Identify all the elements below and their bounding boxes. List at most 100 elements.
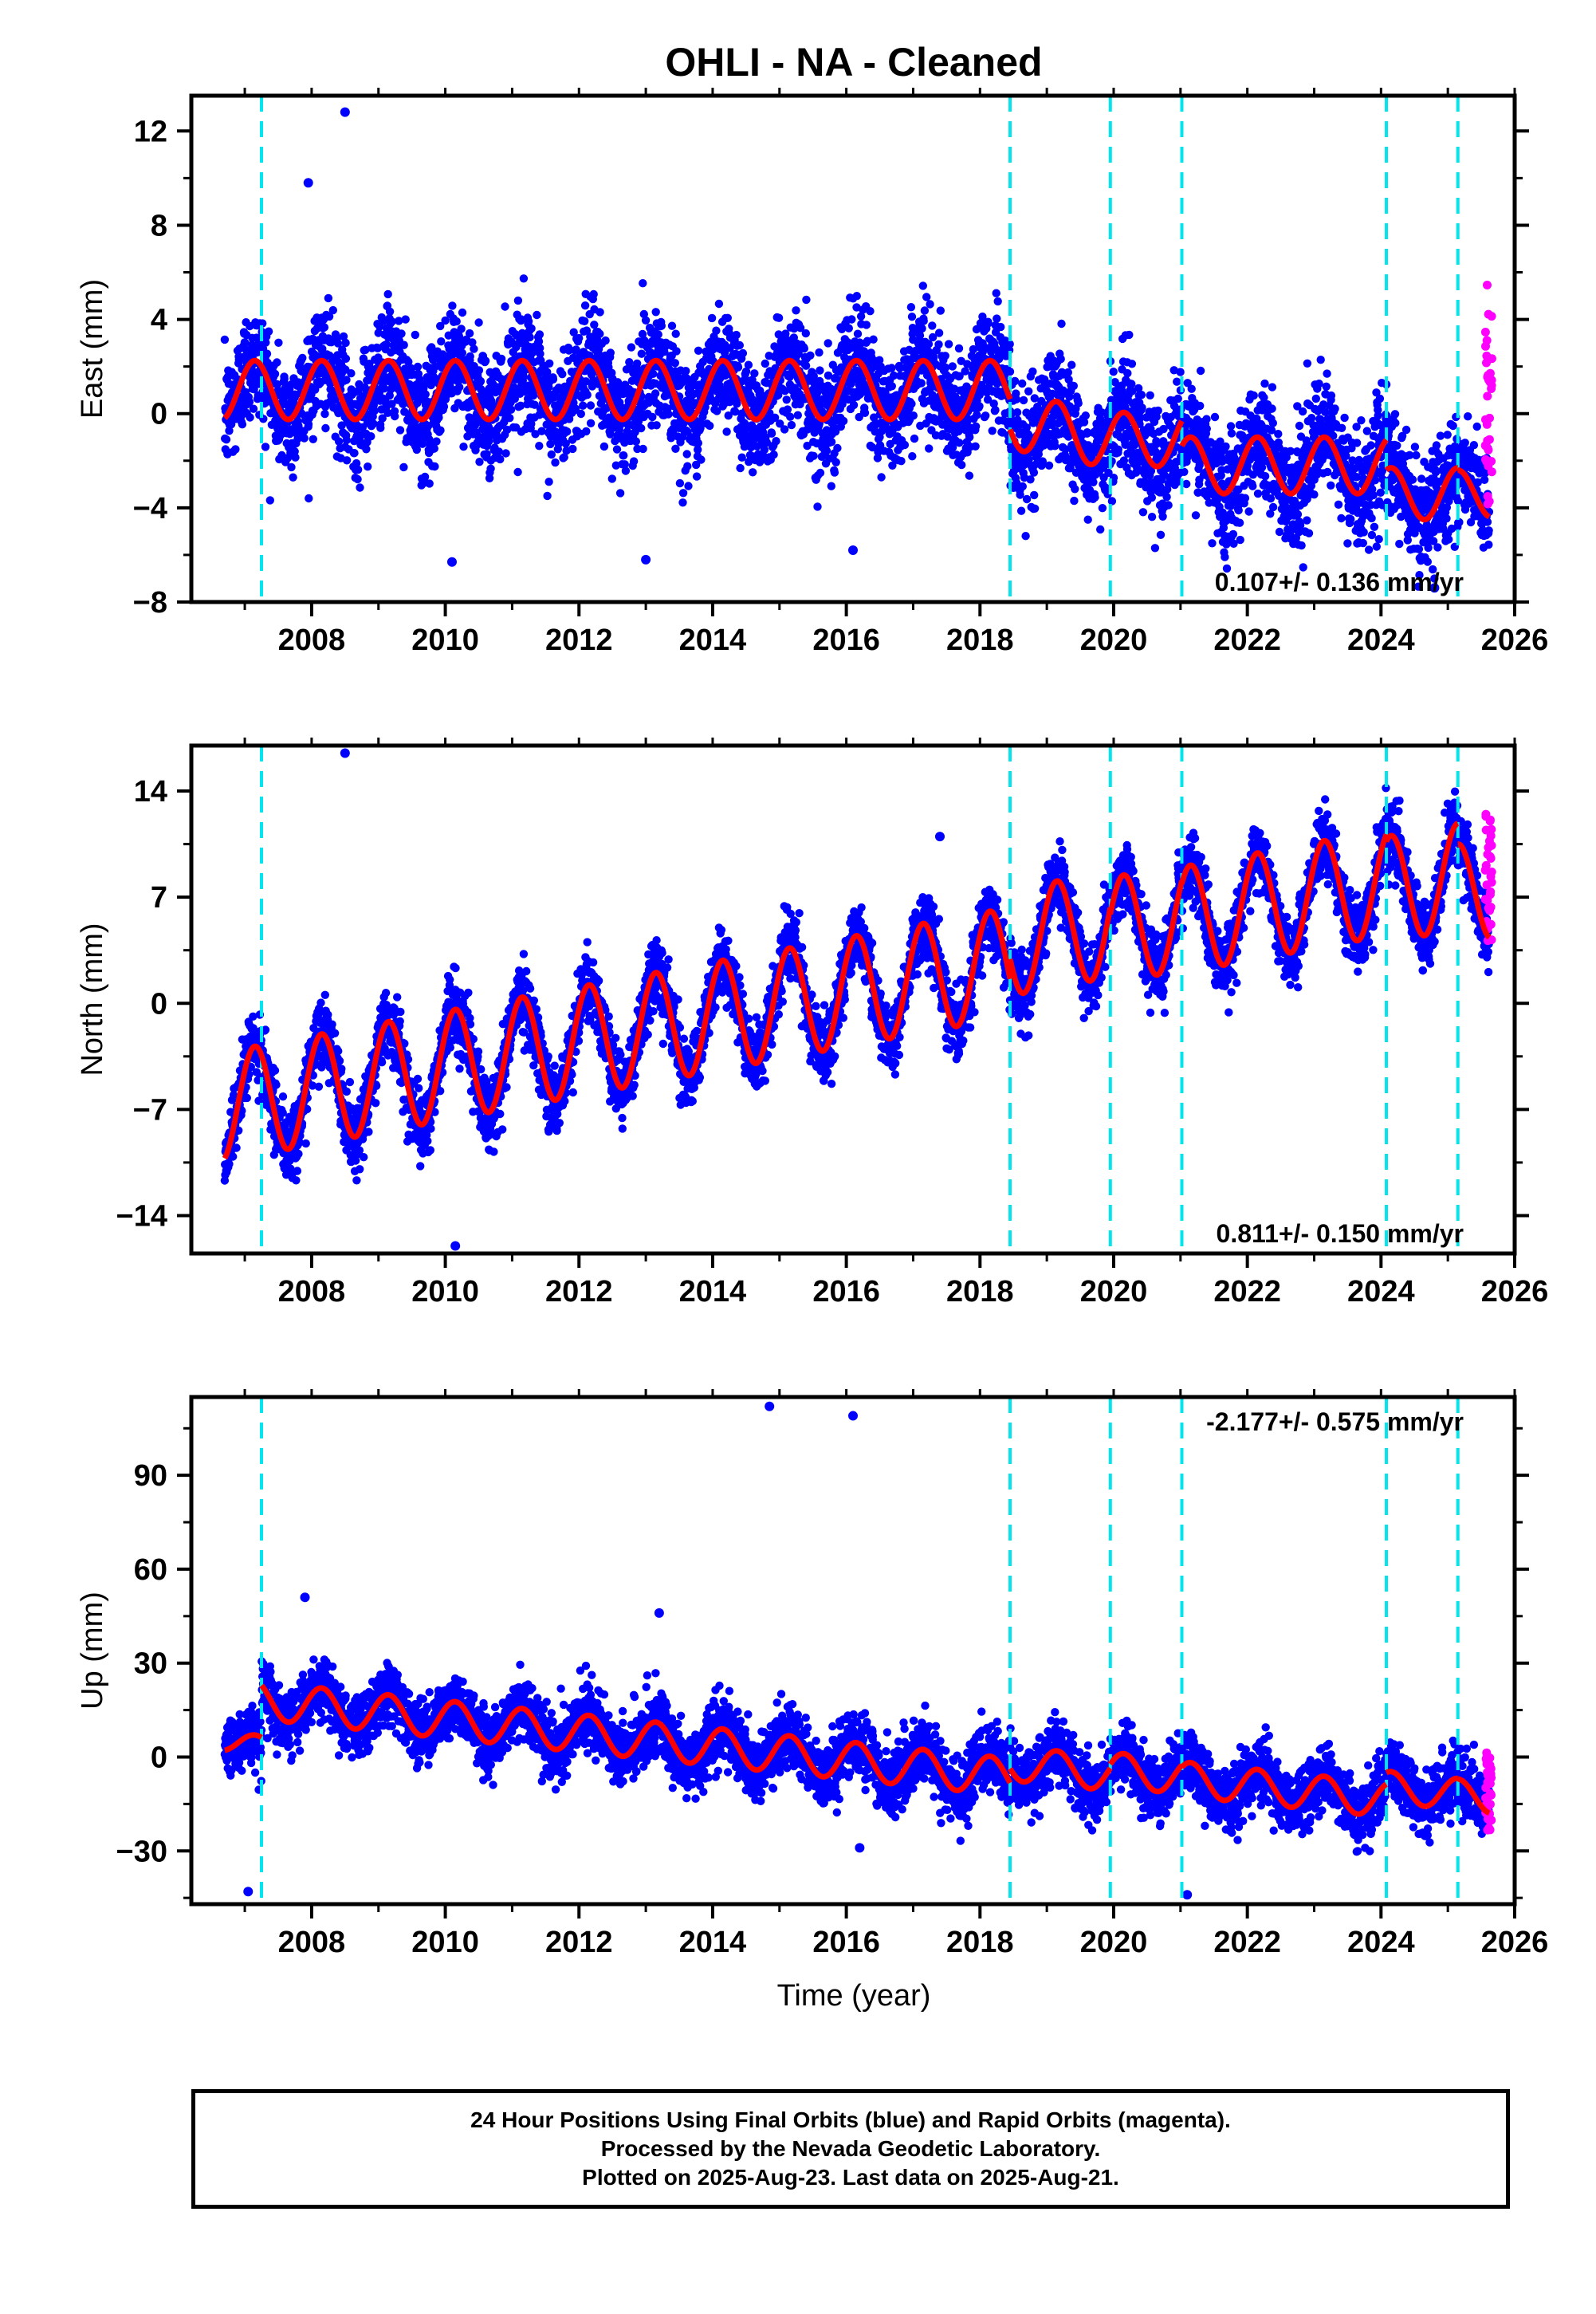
- data-point: [465, 329, 474, 338]
- data-point: [830, 468, 839, 477]
- data-point: [738, 348, 748, 358]
- data-point: [844, 324, 854, 333]
- data-point: [1051, 442, 1059, 451]
- data-point: [468, 338, 477, 347]
- data-point: [928, 321, 937, 330]
- data-point: [421, 390, 430, 399]
- data-point: [1109, 368, 1118, 376]
- data-point: [1044, 461, 1054, 470]
- data-point: [868, 443, 877, 452]
- data-point: [246, 413, 254, 422]
- data-point: [1071, 485, 1079, 494]
- data-point: [470, 344, 478, 353]
- data-point: [762, 438, 771, 447]
- data-point: [1202, 415, 1211, 423]
- data-point: [596, 308, 604, 317]
- data-point: [1024, 387, 1033, 396]
- data-point: [350, 449, 359, 458]
- data-point: [383, 289, 392, 299]
- data-point: [760, 445, 769, 455]
- data-point: [425, 479, 434, 488]
- data-point: [439, 402, 449, 411]
- data-point: [474, 366, 484, 375]
- data-point: [651, 389, 660, 398]
- data-point: [305, 494, 313, 503]
- data-point: [601, 336, 610, 345]
- data-point: [1367, 514, 1376, 523]
- data-point: [352, 458, 361, 468]
- data-point: [887, 382, 897, 391]
- data-point: [816, 468, 825, 478]
- data-point: [572, 345, 580, 354]
- data-point: [249, 404, 258, 413]
- data-point: [536, 344, 544, 352]
- data-point: [524, 317, 533, 326]
- data-point: [897, 457, 906, 466]
- data-point: [583, 391, 592, 399]
- data-point: [536, 349, 544, 358]
- data-point: [1253, 489, 1263, 498]
- data-point: [1346, 514, 1355, 524]
- data-point: [969, 344, 978, 354]
- data-point: [1236, 535, 1244, 545]
- data-point: [537, 427, 546, 435]
- data-point: [407, 364, 415, 373]
- data-point: [928, 333, 938, 342]
- data-point: [1327, 481, 1335, 490]
- data-point: [411, 330, 419, 340]
- data-point: [551, 458, 560, 467]
- data-point: [1156, 530, 1166, 539]
- data-point: [401, 315, 410, 324]
- data-point: [944, 340, 953, 348]
- data-point: [1187, 384, 1196, 393]
- data-point: [476, 376, 485, 386]
- data-point: [887, 364, 896, 372]
- data-point: [1138, 508, 1148, 517]
- data-point: [671, 329, 680, 338]
- data-point: [641, 316, 651, 325]
- data-point: [527, 419, 536, 428]
- data-point: [361, 345, 370, 354]
- data-point: [324, 312, 334, 321]
- data-point: [1327, 391, 1336, 400]
- data-point: [1337, 514, 1346, 523]
- data-point: [1311, 394, 1321, 403]
- data-point: [1374, 411, 1382, 420]
- data-point: [973, 411, 981, 419]
- data-point: [571, 404, 580, 413]
- data-point: [1063, 368, 1073, 377]
- data-point: [664, 410, 673, 419]
- data-point: [815, 348, 824, 357]
- data-point: [1293, 510, 1303, 519]
- data-point: [1366, 441, 1375, 450]
- data-point: [580, 317, 589, 325]
- data-point: [1307, 414, 1316, 423]
- data-point: [915, 331, 925, 340]
- data-point: [434, 413, 443, 422]
- final-orbit-points: [220, 107, 1494, 593]
- data-point: [220, 335, 230, 344]
- data-point: [1005, 367, 1015, 376]
- data-point: [1182, 479, 1191, 489]
- data-point: [328, 305, 337, 315]
- data-point: [575, 333, 584, 343]
- data-point: [568, 444, 577, 454]
- data-point: [1154, 406, 1162, 415]
- data-point: [1298, 407, 1307, 416]
- east-panel: 2008 2010 2012 2014 2016 2018 2020 2022 2024 2026…: [76, 88, 1548, 657]
- data-point: [682, 367, 690, 376]
- data-point: [231, 445, 240, 454]
- data-point: [1275, 527, 1284, 537]
- data-point: [582, 427, 591, 436]
- data-point: [399, 340, 408, 349]
- data-point: [455, 383, 464, 392]
- data-point: [941, 363, 950, 372]
- data-point: [589, 289, 598, 299]
- data-point: [548, 375, 558, 384]
- data-point: [910, 434, 919, 443]
- data-point: [586, 419, 596, 427]
- data-point: [639, 444, 647, 454]
- data-point: [1274, 430, 1283, 439]
- data-point: [877, 473, 886, 482]
